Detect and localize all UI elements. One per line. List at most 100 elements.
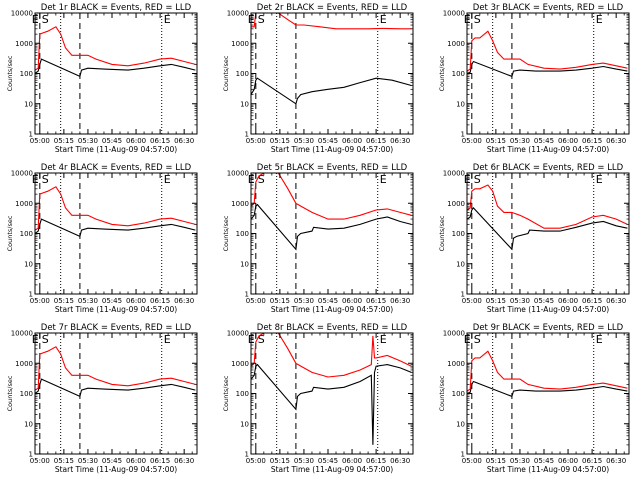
y-tick-label: 100 [20,390,33,398]
y-tick-label: 10000 [11,170,33,178]
y-axis-label: Counts/sec [438,55,446,91]
y-tick-label: 100 [452,70,465,78]
panel-title: Det 2r BLACK = Events, RED = LLD [257,3,408,13]
x-tick-label: 05:00 [462,297,482,305]
x-tick-label: 06:00 [558,137,578,145]
y-tick-label: 1000 [231,200,249,208]
x-tick-label: 05:15 [270,137,290,145]
y-axis-label: Counts/sec [438,215,446,251]
panel-title: Det 6r BLACK = Events, RED = LLD [473,163,624,173]
x-tick-label: 05:00 [462,457,482,465]
lld-line [467,350,628,392]
x-axis-label: Start Time (11-Aug-09 04:57:00) [487,305,609,314]
y-tick-label: 10 [456,100,465,108]
events-line [467,207,628,251]
y-tick-label: 1 [29,291,33,299]
x-tick-label: 05:15 [54,297,74,305]
y-axis-label: Counts/sec [222,215,230,251]
x-tick-label: 05:30 [510,137,530,145]
y-tick-label: 1000 [447,40,465,48]
lld-line [35,26,196,71]
lld-line [251,13,412,30]
x-tick-label: 06:30 [174,137,194,145]
plot-frame [466,332,630,455]
y-tick-label: 1 [245,291,249,299]
lld-line [251,173,412,220]
y-axis-label: Counts/sec [6,375,14,411]
y-tick-label: 1000 [231,40,249,48]
x-tick-label: 05:45 [534,137,554,145]
x-tick-label: 05:15 [486,137,506,145]
x-tick-label: 05:15 [54,457,74,465]
x-tick-label: 05:45 [318,297,338,305]
y-tick-label: 10000 [443,170,465,178]
marker-label: E [380,333,387,346]
x-axis-label: Start Time (11-Aug-09 04:57:00) [55,145,177,154]
y-tick-label: 100 [452,230,465,238]
marker-label: E [380,173,387,186]
panel-title: Det 3r BLACK = Events, RED = LLD [473,3,624,13]
y-tick-label: 1 [245,131,249,139]
panel-title: Det 9r BLACK = Events, RED = LLD [473,323,624,333]
x-axis-label: Start Time (11-Aug-09 04:57:00) [271,145,393,154]
y-tick-label: 1 [29,451,33,459]
y-tick-label: 10 [456,420,465,428]
x-tick-label: 05:15 [270,297,290,305]
x-axis-label: Start Time (11-Aug-09 04:57:00) [55,465,177,474]
events-line [251,77,412,105]
marker-label: E [596,173,603,186]
x-tick-label: 06:30 [390,297,410,305]
events-line [251,203,412,251]
marker-label: S [258,333,265,346]
y-axis-label: Counts/sec [438,375,446,411]
plot-frame [250,172,414,295]
x-tick-label: 05:45 [102,457,122,465]
events-line [251,363,412,445]
y-tick-label: 10000 [227,10,249,18]
marker-label: S [42,333,49,346]
x-tick-label: 05:00 [246,137,266,145]
x-tick-label: 05:15 [54,137,74,145]
x-tick-label: 05:00 [246,297,266,305]
marker-label: S [42,173,49,186]
x-tick-label: 06:30 [174,297,194,305]
x-tick-label: 06:15 [150,297,170,305]
y-tick-label: 1000 [447,200,465,208]
plot-frame [466,12,630,135]
y-axis-label: Counts/sec [222,375,230,411]
y-axis-label: Counts/sec [6,55,14,91]
y-tick-label: 1000 [15,40,33,48]
lld-line [251,333,412,378]
y-tick-label: 1 [29,131,33,139]
x-tick-label: 05:15 [270,457,290,465]
y-tick-label: 1000 [15,200,33,208]
marker-label: S [474,333,481,346]
y-tick-label: 10 [24,100,33,108]
marker-label: E [164,13,171,26]
panel-title: Det 1r BLACK = Events, RED = LLD [41,3,192,13]
x-tick-label: 05:45 [102,297,122,305]
lld-line [467,30,628,72]
marker-label: S [258,13,265,26]
plot-frame [250,332,414,455]
x-tick-label: 06:30 [606,137,626,145]
x-tick-label: 05:30 [510,457,530,465]
y-tick-label: 100 [20,230,33,238]
marker-label: E [596,13,603,26]
x-tick-label: 06:00 [126,457,146,465]
x-tick-label: 05:00 [246,457,266,465]
lld-line [467,184,628,229]
plot-frame [466,172,630,295]
x-tick-label: 05:30 [294,457,314,465]
x-tick-label: 06:15 [366,457,386,465]
plot-frame [250,12,414,135]
x-tick-label: 06:00 [558,457,578,465]
x-tick-label: 06:15 [582,457,602,465]
